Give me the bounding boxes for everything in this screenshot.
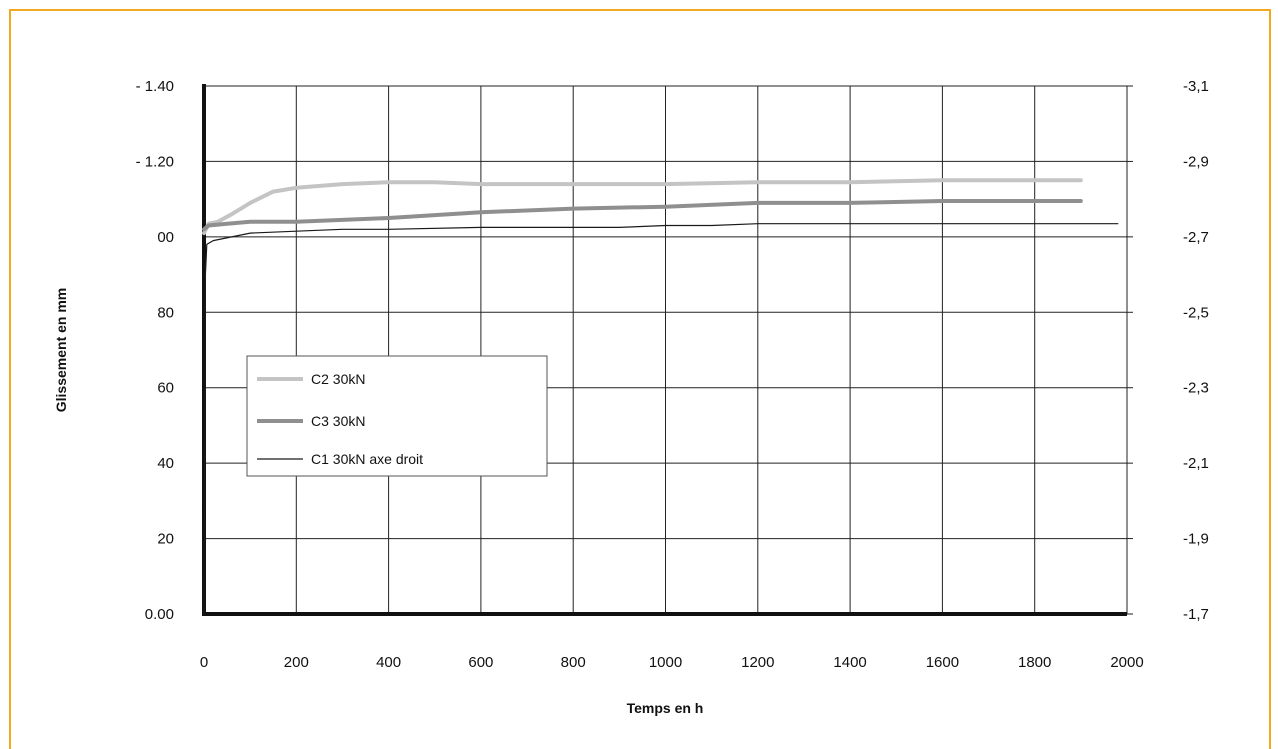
series-line-1 <box>202 199 1083 232</box>
chart-frame <box>9 9 1271 749</box>
series-line-2 <box>203 223 1119 615</box>
x-tick-label: 1800 <box>1018 654 1051 671</box>
y-left-tick-label: 0.00 <box>145 606 174 623</box>
legend: C2 30kN C3 30kN C1 30kN axe droit <box>246 355 548 477</box>
y-right-tick-label: -2,3 <box>1183 380 1209 397</box>
x-tick-label: 1000 <box>649 654 682 671</box>
x-tick-label: 1600 <box>926 654 959 671</box>
series-lines <box>202 178 1119 615</box>
y-right-tick-label: -2,1 <box>1183 455 1209 472</box>
y-left-tick-label: 40 <box>157 455 174 472</box>
legend-label-c3: C3 30kN <box>311 413 365 429</box>
x-tick-label: 400 <box>376 654 401 671</box>
axes <box>202 84 1133 616</box>
y-right-tick-label: -2,7 <box>1183 229 1209 246</box>
x-tick-label: 200 <box>284 654 309 671</box>
x-tick-label: 0 <box>200 654 208 671</box>
x-axis-title: Temps en h <box>627 700 704 716</box>
y-right-tick-label: -1,9 <box>1183 531 1209 548</box>
y-left-tick-label: 20 <box>157 531 174 548</box>
y-right-tick-label: -3,1 <box>1183 78 1209 95</box>
y-left-tick-label: 80 <box>157 304 174 321</box>
x-tick-label: 2000 <box>1110 654 1143 671</box>
y-axis-title: Glissement en mm <box>53 288 69 413</box>
y-right-tick-label: -2,9 <box>1183 153 1209 170</box>
legend-label-c1: C1 30kN axe droit <box>311 451 423 467</box>
y-left-tick-label: - 1.40 <box>136 78 174 95</box>
x-tick-label: 800 <box>561 654 586 671</box>
tick-labels: 0 200 400 600 800 1000 1200 1400 1600 1800 20000.0… <box>136 78 1209 671</box>
y-left-tick-label: 60 <box>157 380 174 397</box>
x-tick-label: 1400 <box>833 654 866 671</box>
grid <box>204 85 1128 614</box>
y-left-tick-label: - 1.20 <box>136 153 174 170</box>
y-right-tick-label: -2,5 <box>1183 304 1209 321</box>
y-left-tick-label: 00 <box>157 229 174 246</box>
x-tick-label: 600 <box>468 654 493 671</box>
x-tick-label: 1200 <box>741 654 774 671</box>
legend-box <box>246 355 548 477</box>
legend-label-c2: C2 30kN <box>311 371 365 387</box>
y-right-tick-label: -1,7 <box>1183 606 1209 623</box>
series-line-0 <box>202 178 1083 236</box>
